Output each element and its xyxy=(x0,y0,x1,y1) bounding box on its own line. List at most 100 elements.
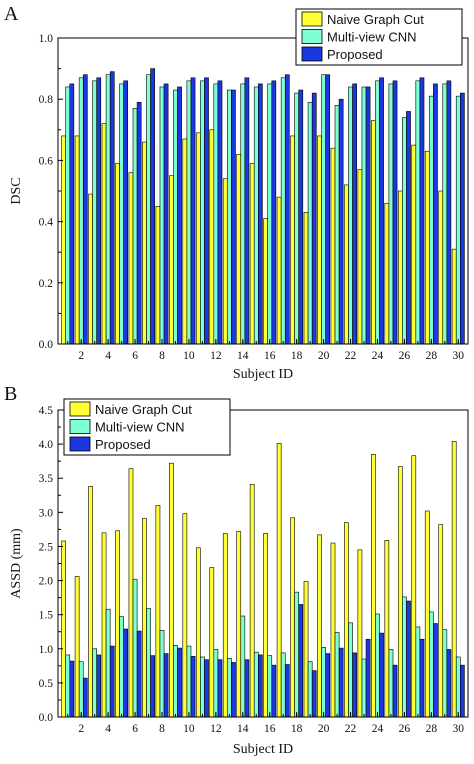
bar xyxy=(226,658,232,718)
bar xyxy=(209,129,215,345)
legend-label: Naive Graph Cut xyxy=(95,402,192,417)
bar xyxy=(375,613,380,718)
bar xyxy=(325,74,331,345)
bar xyxy=(101,532,107,718)
bar xyxy=(311,670,317,718)
bar xyxy=(307,661,313,718)
y-tick-label: 0.6 xyxy=(39,155,54,167)
x-tick-label: 20 xyxy=(318,723,330,735)
bar xyxy=(276,443,282,718)
x-tick-label: 10 xyxy=(183,723,195,735)
series-proposed xyxy=(69,600,465,718)
bar xyxy=(438,524,444,718)
x-tick-label: 18 xyxy=(291,350,303,362)
bar xyxy=(415,626,421,718)
bar xyxy=(290,517,295,718)
bar xyxy=(69,660,75,718)
x-tick-label: 28 xyxy=(426,723,438,735)
bar xyxy=(419,638,425,718)
x-tick-label: 16 xyxy=(264,723,276,735)
bar xyxy=(119,616,124,718)
bar xyxy=(298,89,304,345)
bar xyxy=(74,576,80,718)
bar xyxy=(222,178,228,345)
bar xyxy=(338,647,344,718)
x-tick-label: 26 xyxy=(399,723,411,735)
bar xyxy=(177,86,182,345)
bar xyxy=(231,662,236,718)
x-tick-label: 24 xyxy=(372,723,384,735)
bar xyxy=(311,92,317,345)
bar xyxy=(276,196,282,345)
y-tick-label: 0.4 xyxy=(39,217,54,229)
bar xyxy=(397,466,403,718)
bar xyxy=(455,95,461,345)
bar xyxy=(195,132,201,345)
legend-swatch xyxy=(69,401,91,417)
bar xyxy=(82,677,88,718)
bar xyxy=(344,522,349,718)
x-tick-label: 28 xyxy=(426,350,438,362)
bar xyxy=(96,77,102,345)
bar xyxy=(455,656,461,718)
bar xyxy=(213,649,219,718)
bar xyxy=(271,80,277,345)
bar xyxy=(258,654,263,718)
legend-label: Naive Graph Cut xyxy=(327,12,424,27)
x-tick-label: 16 xyxy=(264,350,276,362)
bar xyxy=(460,92,465,345)
bar xyxy=(82,74,88,345)
bar xyxy=(294,591,300,718)
bar xyxy=(284,664,290,718)
bar xyxy=(365,638,371,718)
legend-swatch xyxy=(69,419,91,434)
bar xyxy=(204,77,209,345)
x-tick-label: 20 xyxy=(318,350,330,362)
bar xyxy=(231,89,236,345)
bar xyxy=(115,163,120,345)
x-tick-label: 2 xyxy=(78,723,84,735)
bar xyxy=(307,101,313,345)
bar xyxy=(128,468,134,718)
bar xyxy=(150,655,155,718)
y-tick-label: 4.5 xyxy=(39,405,54,417)
bar xyxy=(406,111,411,345)
bar xyxy=(213,83,219,345)
x-tick-label: 24 xyxy=(372,350,384,362)
bar xyxy=(428,611,434,718)
bar xyxy=(411,455,417,718)
bar xyxy=(267,83,273,345)
x-tick-label: 6 xyxy=(132,350,138,362)
bar xyxy=(253,86,259,345)
bar xyxy=(402,117,407,345)
bar xyxy=(253,651,259,718)
bar xyxy=(92,648,98,718)
bar xyxy=(101,123,107,345)
bar xyxy=(136,630,142,718)
bar xyxy=(123,628,129,718)
legend-label: Multi-view CNN xyxy=(327,30,417,45)
bar xyxy=(182,513,188,718)
bar xyxy=(132,578,138,718)
bar xyxy=(271,664,277,718)
bar xyxy=(330,542,336,718)
y-tick-label: 0.5 xyxy=(39,678,54,690)
bar xyxy=(155,206,161,345)
bar xyxy=(142,518,147,718)
x-axis-title: Subject ID xyxy=(233,742,293,757)
bar xyxy=(88,486,93,718)
bar xyxy=(294,92,300,345)
bar xyxy=(371,454,376,718)
x-tick-label: 18 xyxy=(291,723,303,735)
bar xyxy=(388,649,394,718)
bar xyxy=(217,80,223,345)
bar xyxy=(69,83,75,345)
bar xyxy=(344,184,349,345)
chart-panel-a: A0.00.20.40.60.81.02 4 6 8 10 12 14 16 18 20 22 24 2… xyxy=(4,3,469,382)
bar xyxy=(96,654,102,718)
bar xyxy=(78,77,84,345)
bar xyxy=(222,533,228,718)
x-tick-label: 30 xyxy=(453,723,465,735)
chart-panel-b: B0.00.51.01.52.02.53.03.54.04.52 4 6 8 10 12 1… xyxy=(4,383,469,757)
